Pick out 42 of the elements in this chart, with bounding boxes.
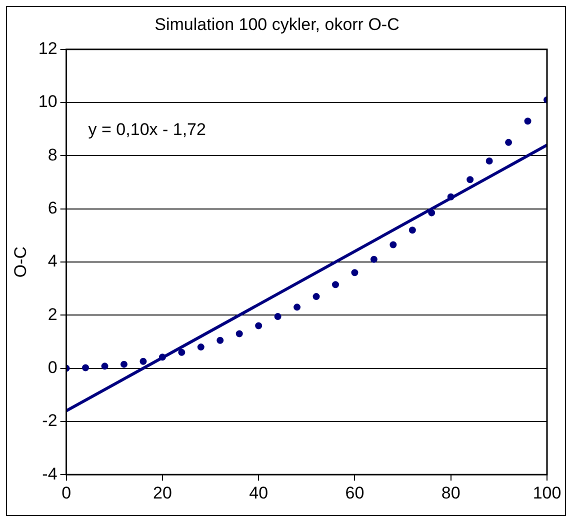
point	[140, 358, 147, 365]
y-tick-label: -2	[42, 411, 58, 430]
y-tick-label: -4	[42, 464, 58, 484]
x-tick-label: 0	[62, 483, 72, 502]
point	[236, 330, 243, 338]
point	[486, 158, 493, 165]
point	[178, 348, 186, 356]
y-tick-label: 12	[38, 39, 58, 58]
point	[428, 209, 436, 216]
x-tick-label: 20	[152, 483, 172, 502]
y-tick-label: 4	[48, 252, 58, 271]
x-tick-label: 60	[345, 483, 364, 502]
y-tick-label: 6	[48, 198, 58, 218]
point	[82, 364, 90, 372]
x-tick-label: 40	[249, 483, 268, 502]
point	[101, 362, 108, 370]
point	[332, 281, 339, 288]
point	[390, 241, 397, 248]
point	[408, 226, 416, 234]
point	[294, 304, 301, 311]
y-tick-label: 10	[38, 92, 58, 112]
y-tick-label: 2	[48, 304, 58, 324]
y-tick-label: 8	[48, 145, 58, 164]
y-tick-label: 0	[48, 358, 58, 377]
point	[216, 336, 224, 344]
x-tick-label: 80	[441, 483, 460, 502]
point	[447, 193, 454, 200]
point	[370, 256, 378, 263]
point	[120, 360, 128, 368]
x-tick-label: 100	[532, 483, 562, 502]
y-axis-title: O-C	[10, 246, 30, 278]
point	[274, 312, 282, 320]
point	[466, 176, 474, 184]
point	[505, 138, 512, 146]
annotation: y = 0,10x - 1,72	[88, 120, 206, 139]
point	[255, 322, 262, 330]
chart-title: Simulation 100 cykler, okorr O-C	[154, 14, 400, 34]
point	[351, 269, 358, 276]
point	[158, 354, 166, 361]
point	[312, 293, 320, 300]
point	[197, 344, 204, 351]
point	[524, 118, 532, 125]
